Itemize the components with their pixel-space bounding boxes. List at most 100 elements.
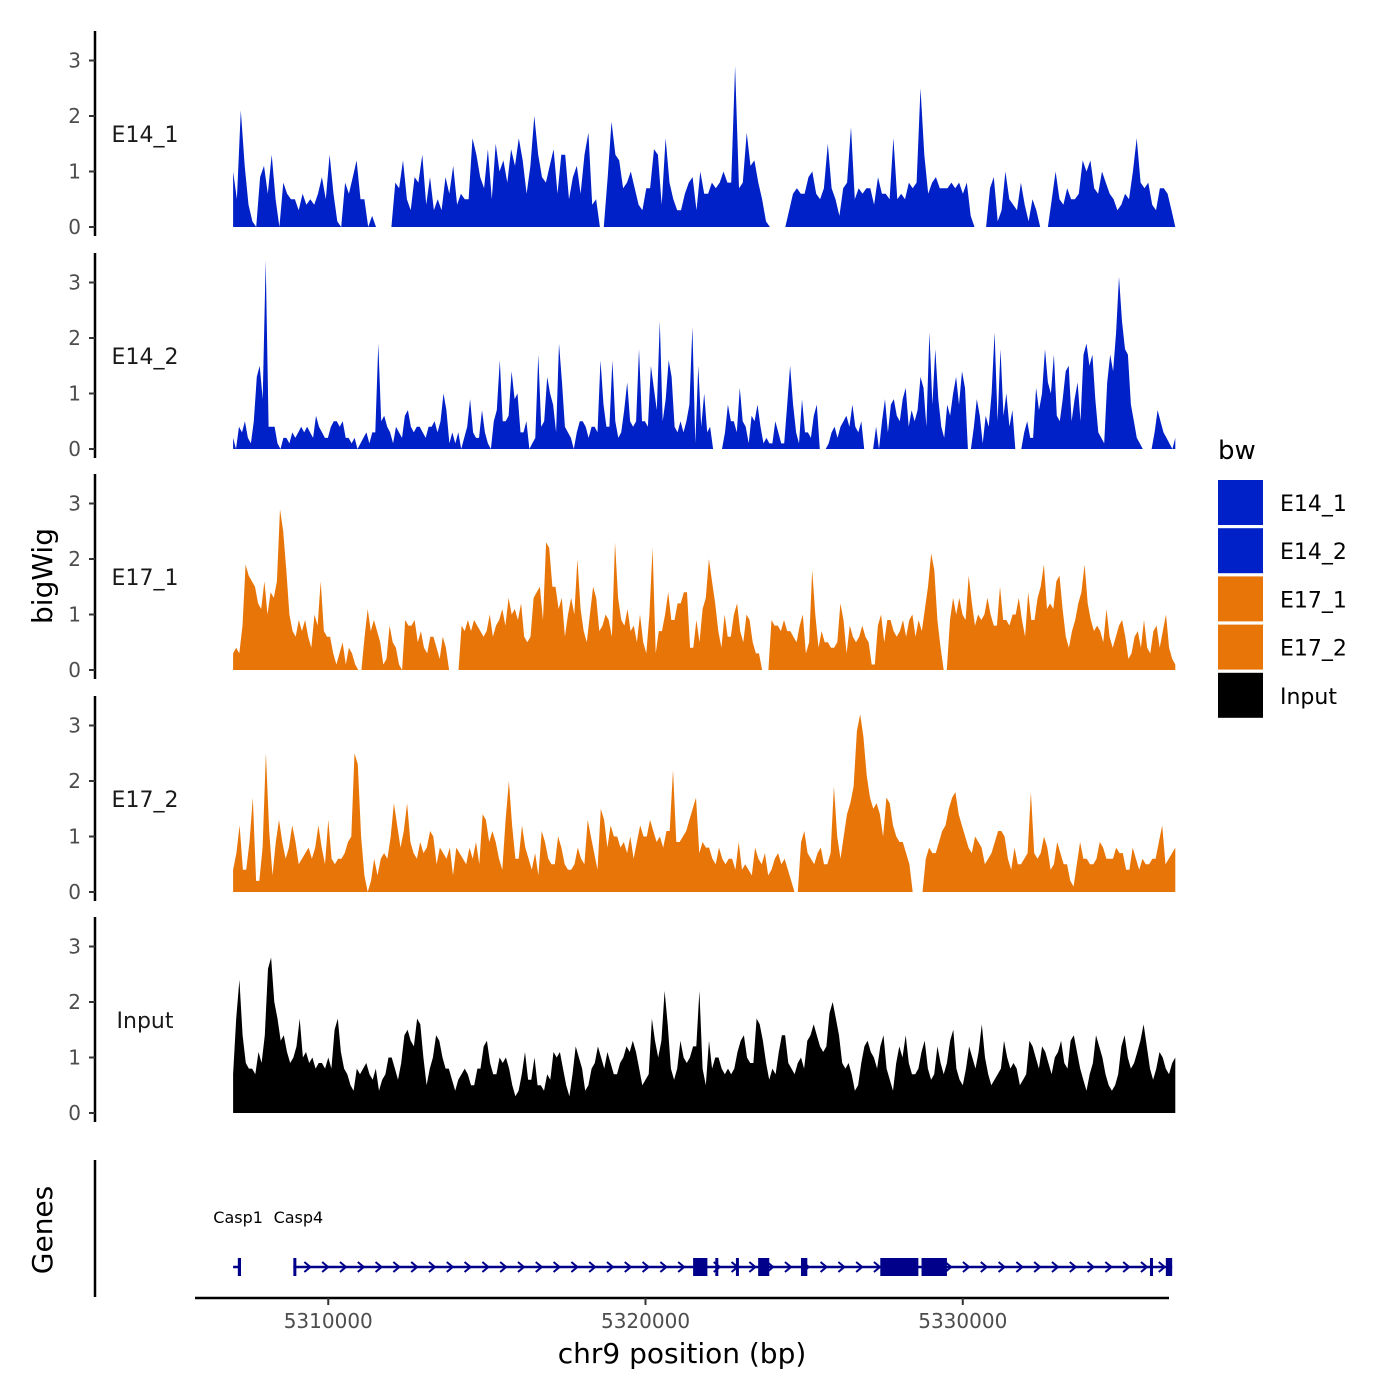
legend-swatch-E17_2 [1218,624,1263,670]
y-tick-label: 2 [68,547,81,571]
y-tick-label: 2 [68,990,81,1014]
legend: bw E14_1 E14_2 E17_1 E17_2 Input [1218,436,1347,718]
y-tick-label: 2 [68,326,81,350]
strand-chevron [837,1261,846,1273]
y-tick-label: 1 [68,1046,81,1070]
strand-chevron [606,1261,615,1273]
strand-chevron [392,1261,401,1273]
strand-chevron [499,1261,508,1273]
gene-Casp1: Casp1 [213,1208,263,1276]
gene-exon [758,1258,770,1276]
strand-chevron [677,1261,686,1273]
strand-chevron [962,1261,971,1273]
gene-exon [1149,1258,1153,1276]
x-axis: 5310000 5320000 5330000 [195,1296,1169,1333]
strand-chevron [339,1261,348,1273]
gene-exon [880,1258,919,1276]
gene-exon [1165,1258,1173,1276]
strand-chevron [873,1261,882,1273]
track-label: E14_1 [112,123,179,148]
area-E14_1 [233,66,1176,227]
gene-exon [293,1258,297,1276]
gene-Casp4: Casp4 [274,1208,1173,1276]
strand-chevron [819,1261,829,1273]
y-tick-label: 3 [68,271,81,295]
track-E17_2: 0 1 2 3 E17_2 [68,696,1176,904]
strand-chevron [1086,1261,1096,1273]
strand-chevron [481,1261,490,1273]
gene-label: Casp1 [213,1208,263,1227]
y-tick-label: 1 [68,160,81,184]
strand-chevron [1069,1261,1078,1273]
y-tick-label: 0 [68,880,81,904]
genes-axis-title: Genes [26,1186,59,1274]
x-tick-label: 5310000 [284,1309,373,1333]
track-label: E14_2 [112,345,179,370]
legend-label-E14_2: E14_2 [1280,540,1347,565]
gene-label: Casp4 [274,1208,324,1227]
strand-chevron [1033,1261,1042,1273]
strand-chevron [303,1261,312,1273]
strand-chevron [1051,1261,1060,1273]
legend-title: bw [1218,436,1256,466]
strand-chevron [428,1261,437,1273]
area-E17_2 [233,714,1176,892]
y-tick-label: 3 [68,49,81,73]
strand-chevron [552,1261,562,1273]
x-tick-label: 5330000 [918,1309,1007,1333]
strand-chevron [1104,1261,1113,1273]
strand-chevron [517,1261,526,1273]
area-E17_1 [233,509,1176,670]
strand-chevron [410,1261,419,1273]
legend-label-E17_2: E17_2 [1280,637,1347,662]
y-tick-label: 2 [68,104,81,128]
legend-label-E14_1: E14_1 [1280,492,1347,517]
track-E14_2: 0 1 2 3 E14_2 [68,253,1176,461]
strand-chevron [1158,1261,1167,1273]
y-tick-label: 3 [68,935,81,959]
gene-exon [735,1258,739,1276]
y-tick-label: 1 [68,603,81,627]
track-label: Input [117,1009,174,1034]
legend-swatch-E14_1 [1218,480,1263,525]
strand-chevron [997,1261,1007,1273]
y-tick-label: 1 [68,825,81,849]
gene-exon [800,1258,808,1276]
y-tick-label: 1 [68,382,81,406]
strand-chevron [980,1261,989,1273]
strand-chevron [535,1261,544,1273]
y-tick-label: 0 [68,215,81,239]
track-label: E17_2 [112,788,179,813]
y-tick-label: 2 [68,769,81,793]
y-tick-label: 0 [68,658,81,682]
gene-exon [237,1258,242,1276]
y-tick-label: 0 [68,1101,81,1125]
strand-chevron [374,1261,384,1273]
strand-chevron [570,1261,579,1273]
y-tick-label: 0 [68,437,81,461]
strand-chevron [855,1261,864,1273]
legend-swatch-E17_1 [1218,576,1263,622]
strand-chevron [1015,1261,1024,1273]
track-E17_1: 0 1 2 3 E17_1 [68,474,1176,682]
gene-exon [693,1258,708,1276]
strand-chevron [624,1261,633,1273]
y-tick-label: 3 [68,492,81,516]
y-axis-title: bigWig [26,528,59,624]
x-tick-label: 5320000 [601,1309,690,1333]
gene-exon [715,1258,719,1276]
legend-label-Input: Input [1280,685,1337,710]
track-Input: 0 1 2 3 Input [68,917,1176,1125]
tracks-group: 0 1 2 3 E14_1 0 1 2 3 E14_2 0 1 2 3 E17_1 0 1 2 3 E17_2 0 1 2 3… [68,31,1176,1125]
gene-exon [921,1258,947,1276]
x-axis-title: chr9 position (bp) [558,1337,807,1370]
strand-chevron [446,1261,455,1273]
strand-chevron [659,1261,668,1273]
legend-label-E17_1: E17_1 [1280,588,1347,613]
strand-chevron [357,1261,366,1273]
strand-chevron [1140,1261,1149,1273]
strand-chevron [784,1261,793,1273]
strand-chevron [641,1261,651,1273]
y-tick-label: 3 [68,714,81,738]
